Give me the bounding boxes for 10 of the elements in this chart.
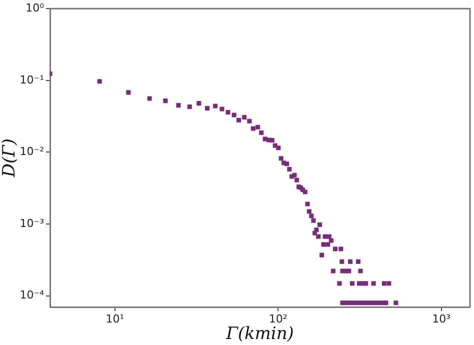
y-tick-label: 10⁻³ [20,216,44,230]
y-tick-label: 10⁻¹ [20,73,44,86]
x-tick-label: 10¹ [106,312,124,326]
x-tick-label: 10² [268,312,288,326]
y-tick-label: 10⁻⁴ [20,288,45,302]
x-axis-title: Γ(kmin) [225,324,294,344]
y-tick-label: 10⁰ [26,1,45,14]
y-axis-title: D(Γ) [0,138,20,178]
y-tick-label: 10⁻² [20,145,44,158]
x-tick-label: 10³ [432,312,450,326]
